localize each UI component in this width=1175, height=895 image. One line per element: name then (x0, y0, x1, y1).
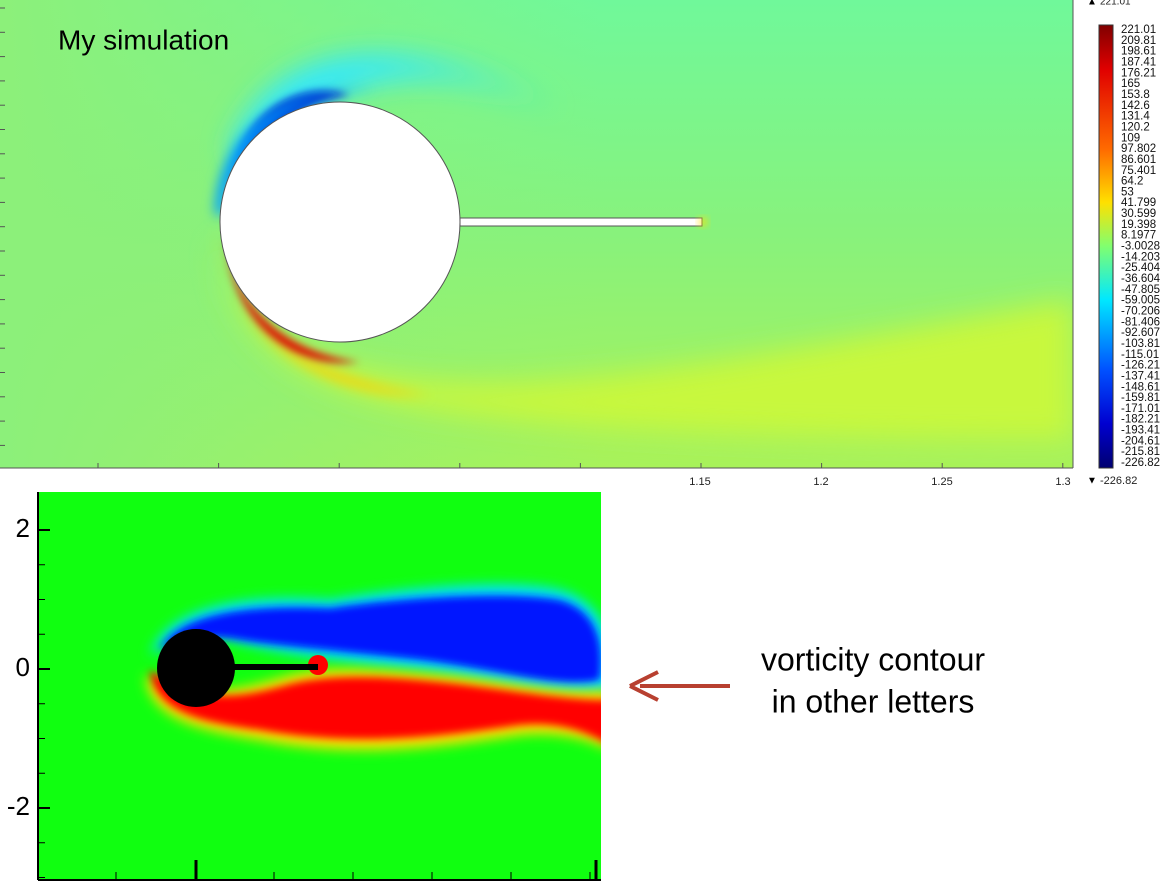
colorbar-label: 8.1977 (1121, 230, 1156, 242)
colorbar-label: -115.01 (1121, 349, 1159, 361)
bottom-ticks (38, 529, 598, 880)
colorbar-min: -226.82 (1100, 475, 1137, 487)
colorbar-label: -159.81 (1121, 392, 1160, 404)
colorbar-label: 142.6 (1121, 100, 1150, 112)
colorbar-label: -36.604 (1121, 273, 1161, 285)
colorbar-label: -70.206 (1121, 305, 1160, 317)
colorbar-label: 64.2 (1121, 176, 1143, 188)
colorbar-label: 221.01 (1121, 24, 1156, 36)
colorbar-label: 53 (1121, 186, 1134, 198)
colorbar-label: 97.802 (1121, 143, 1156, 155)
arrow-head (629, 670, 659, 702)
colorbar-label: 165 (1121, 78, 1140, 90)
colorbar-label: -59.005 (1121, 295, 1160, 307)
colorbar-max: 221.01 (1100, 0, 1131, 8)
colorbar-label: 109 (1121, 132, 1140, 144)
colorbar-label: -126.21 (1121, 360, 1160, 372)
colorbar-label: -226.82 (1121, 457, 1160, 469)
colorbar-label: -182.21 (1121, 414, 1160, 426)
colorbar-label: -193.41 (1121, 425, 1160, 437)
x-tick-label: 1.2 (813, 476, 828, 488)
up-triangle: ▲ (1087, 0, 1097, 8)
colorbar-label: 75.401 (1121, 165, 1156, 177)
colorbar-label: -25.404 (1121, 262, 1161, 274)
colorbar-label: -47.805 (1121, 284, 1160, 296)
colorbar-label: 19.398 (1121, 219, 1156, 231)
x-tick-label: 1.15 (689, 476, 710, 488)
y-tick-label: -2 (7, 791, 30, 821)
y-tick-label: 2 (16, 513, 30, 543)
colorbar-label: 131.4 (1121, 111, 1150, 123)
colorbar-label: -171.01 (1121, 403, 1160, 415)
colorbar-label: 41.799 (1121, 197, 1156, 209)
colorbar-label: 30.599 (1121, 208, 1156, 220)
colorbar-label: -103.81 (1121, 338, 1160, 350)
colorbar-label: -215.81 (1121, 446, 1160, 458)
bottom-field (38, 492, 601, 880)
annotation-text: in other letters (772, 683, 975, 719)
colorbar-label: 187.41 (1121, 57, 1156, 69)
colorbar-label: 120.2 (1121, 121, 1150, 133)
colorbar-label: -204.61 (1121, 435, 1160, 447)
down-triangle: ▼ (1087, 476, 1097, 487)
y-tick-label: 0 (16, 652, 30, 682)
x-tick-label: 1.3 (1055, 476, 1070, 488)
colorbar-label: -14.203 (1121, 251, 1160, 263)
colorbar-label: 176.21 (1121, 67, 1156, 79)
annotation-text: vorticity contour (761, 641, 985, 677)
colorbar-label: -81.406 (1121, 316, 1160, 328)
colorbar-label: 198.61 (1121, 46, 1156, 58)
colorbar-label: -137.41 (1121, 370, 1160, 382)
top-field (0, 0, 1073, 468)
colorbar-label: 86.601 (1121, 154, 1156, 166)
colorbar-label: -148.61 (1121, 381, 1160, 393)
colorbar-label: -92.607 (1121, 327, 1160, 339)
title: My simulation (58, 24, 229, 55)
colorbar-label: 153.8 (1121, 89, 1150, 101)
colorbar-label: -3.0028 (1121, 241, 1160, 253)
colorbar-label: 209.81 (1121, 35, 1156, 47)
x-tick-label: 1.25 (931, 476, 952, 488)
colorbar (1098, 24, 1114, 469)
top-ticks (0, 7, 1064, 468)
